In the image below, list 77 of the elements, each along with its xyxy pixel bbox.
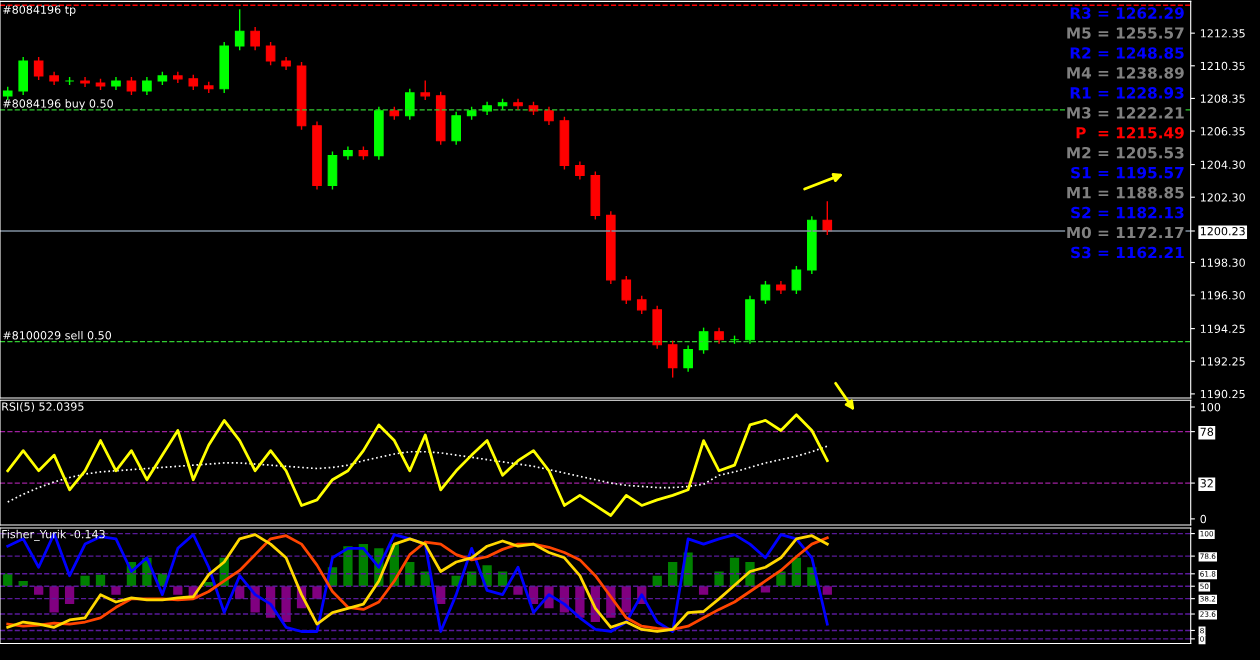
candlestick (776, 280, 786, 295)
annotation: R3 = 1262.29 (1070, 7, 1184, 19)
y-tick-label: 1198.30 (1200, 258, 1245, 267)
y-tick-label: 0 (1200, 514, 1207, 524)
candlestick (142, 76, 152, 96)
candlestick (111, 76, 121, 91)
candlestick (33, 56, 44, 81)
candlestick (652, 305, 663, 350)
bar (18, 580, 28, 587)
bar (49, 586, 59, 613)
bar (652, 575, 662, 587)
candlestick (420, 79, 431, 101)
y-tick-label: 1196.30 (1200, 291, 1245, 300)
ref-line-label: #8084196 buy 0.50 (3, 99, 113, 110)
y-tick-label: 1192.25 (1200, 357, 1245, 366)
candlestick (80, 76, 90, 88)
annotation: M3 = 1222.21 (1067, 107, 1184, 119)
bar (513, 586, 523, 595)
candlestick (126, 76, 137, 96)
annotation: S2 = 1182.13 (1071, 206, 1184, 219)
line-series (6, 445, 829, 503)
bar (3, 573, 13, 587)
y-tick-label: 1212.35 (1200, 29, 1245, 38)
y-tick-label: 1206.35 (1200, 127, 1245, 136)
bar (405, 562, 415, 587)
candlestick (590, 170, 601, 221)
candlestick (791, 265, 802, 295)
y-tick-label: 1202.30 (1200, 193, 1245, 202)
candlestick (667, 339, 678, 379)
annotation: P = 1215.49 (1076, 127, 1184, 139)
annotation: R2 = 1248.85 (1070, 47, 1184, 59)
y-tick-label: 1194.25 (1200, 324, 1245, 333)
y-tick-label: 32 (1200, 479, 1213, 488)
annotation: M2 = 1205.53 (1067, 146, 1184, 159)
bar (173, 586, 183, 595)
bar (822, 586, 832, 595)
y-tick-label: 1200.23 (1200, 226, 1245, 236)
bar (34, 586, 44, 595)
bar (497, 571, 508, 587)
annotation: S1 = 1195.57 (1071, 166, 1184, 179)
y-tick-label: 1204.30 (1200, 160, 1245, 169)
y-tick-label: 100 (1200, 402, 1221, 412)
candlestick (49, 71, 59, 86)
bar (420, 571, 430, 587)
bar (111, 586, 121, 595)
candlestick (281, 56, 291, 71)
y-tick-label: 1208.35 (1200, 94, 1245, 103)
bar (621, 586, 631, 613)
bar (668, 562, 678, 587)
annotation: M5 = 1255.57 (1067, 27, 1184, 39)
ref-line-label: #8084196 tp (3, 5, 76, 16)
candlestick (435, 91, 446, 146)
ref-line-label: #8100029 sell 0.50 (3, 330, 112, 340)
annotation: M1 = 1188.85 (1067, 186, 1184, 199)
bar (698, 586, 709, 595)
annotation: R1 = 1228.93 (1070, 87, 1184, 99)
annotation: M4 = 1238.89 (1067, 67, 1184, 79)
annotation: S3 = 1162.21 (1071, 246, 1184, 259)
candlestick (636, 295, 647, 315)
y-tick-label: 1210.35 (1200, 61, 1245, 71)
y-tick-label: 1190.25 (1200, 389, 1245, 399)
bar (95, 574, 106, 587)
candlestick (18, 56, 29, 96)
annotation: RSI(5) 52.0395 (2, 402, 84, 413)
bar (760, 586, 771, 593)
bar (714, 571, 724, 587)
candlestick (173, 71, 183, 84)
line-series (6, 413, 829, 517)
candlestick (621, 275, 632, 305)
bar (64, 586, 75, 605)
annotation: M0 = 1172.17 (1067, 226, 1184, 239)
bar (467, 571, 477, 587)
candlestick (219, 41, 230, 94)
candlestick (265, 41, 276, 66)
candlestick (234, 8, 245, 51)
bar (80, 575, 90, 587)
y-tick-label: 78 (1200, 427, 1214, 436)
